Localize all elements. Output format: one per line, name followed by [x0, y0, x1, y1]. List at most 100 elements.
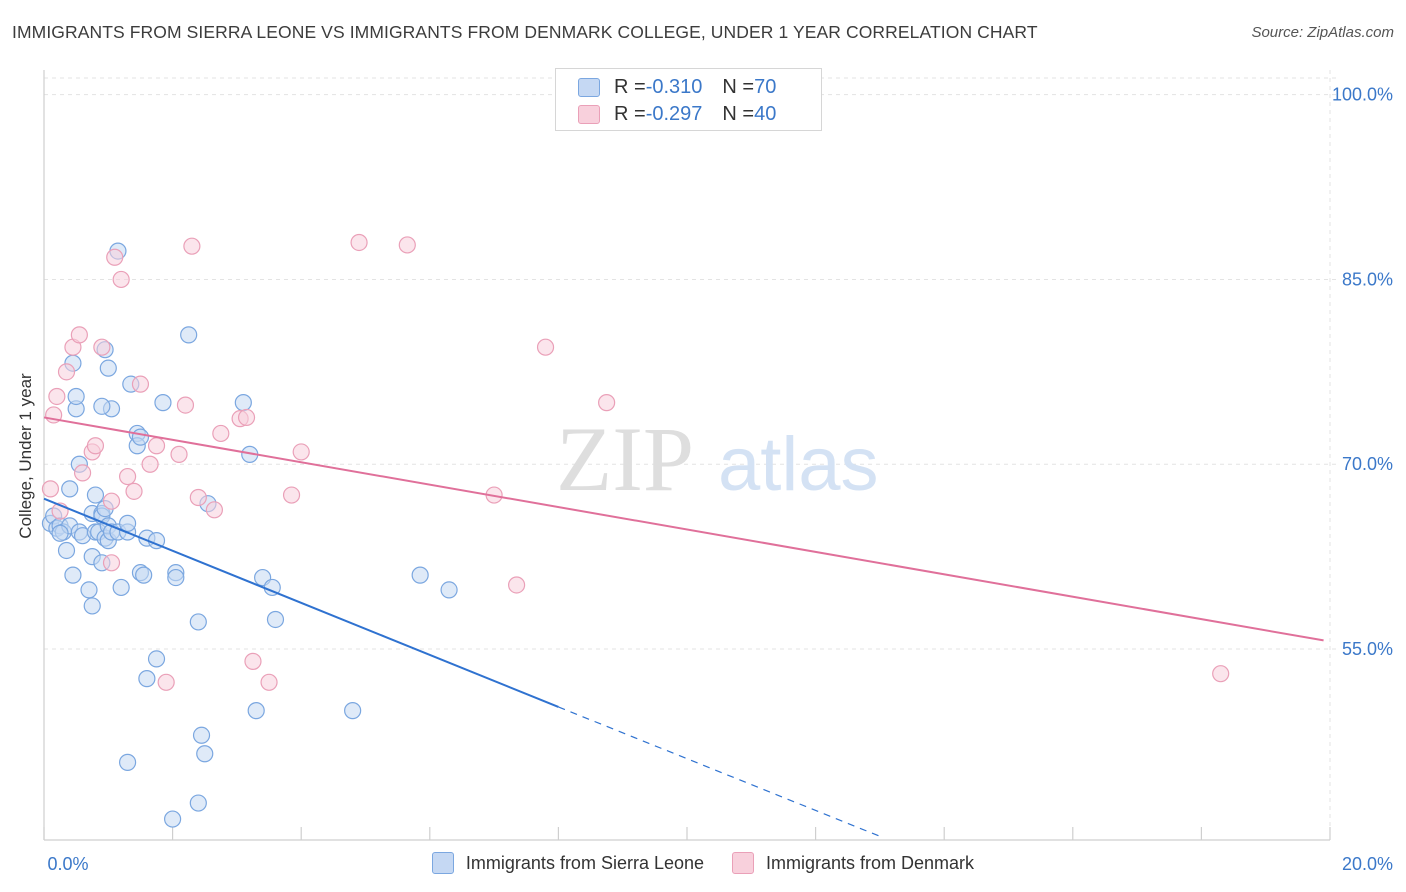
x-tick-label: 0.0% [47, 854, 88, 874]
trend-line-sierra-leone-extension [558, 706, 881, 837]
data-point [83, 597, 101, 615]
data-point [147, 650, 166, 668]
series-legend: Immigrants from Sierra Leone Immigrants … [0, 852, 1406, 874]
legend-r-label: R = [614, 102, 646, 125]
data-point [106, 248, 124, 266]
legend-swatch-pink [578, 104, 600, 124]
legend-label-denmark: Immigrants from Denmark [766, 852, 975, 873]
legend-row-denmark: R = -0.297 N = 40 [578, 102, 776, 126]
chart-title: IMMIGRANTS FROM SIERRA LEONE VS IMMIGRAN… [12, 22, 1038, 42]
y-tick-labels: 55.0% 70.0% 85.0% 100.0% [1332, 85, 1393, 659]
data-point [411, 566, 429, 584]
stats-legend: R = -0.310 N = 70 R = -0.297 N = 40 [555, 68, 822, 131]
trend-lines [43, 416, 1324, 837]
data-point [86, 437, 105, 455]
trend-line-denmark [43, 416, 1324, 642]
data-point [141, 455, 159, 473]
legend-swatch-blue [431, 852, 454, 874]
data-point [131, 428, 150, 446]
y-tick-label: 55.0% [1342, 639, 1393, 659]
data-point [118, 514, 137, 532]
data-point [118, 753, 137, 771]
data-point [189, 613, 207, 631]
data-point [598, 394, 616, 412]
data-point [1212, 665, 1230, 683]
data-point [93, 397, 111, 415]
data-point [266, 610, 285, 629]
data-point [536, 338, 555, 356]
data-point [102, 492, 121, 510]
data-point [73, 464, 92, 482]
data-point [234, 394, 252, 412]
data-point [138, 670, 156, 688]
legend-n-label: N = [722, 75, 755, 98]
data-point [57, 541, 76, 560]
data-point [135, 566, 153, 584]
data-point [247, 702, 265, 720]
legend-label-sierra-leone: Immigrants from Sierra Leone [465, 852, 705, 873]
data-point [205, 501, 223, 519]
data-point [118, 467, 137, 486]
data-point [61, 480, 79, 498]
legend-row-sierra-leone: R = -0.310 N = 70 [578, 75, 776, 99]
data-point [93, 338, 111, 356]
y-axis-label: College, Under 1 year [16, 373, 35, 539]
data-point [196, 745, 214, 763]
data-point [508, 576, 526, 594]
y-tick-label: 70.0% [1342, 454, 1393, 474]
data-point [260, 673, 278, 691]
data-point [282, 486, 301, 504]
legend-r-label: R = [614, 75, 646, 98]
legend-swatch-blue [578, 77, 600, 97]
data-point [102, 554, 121, 572]
legend-item-denmark[interactable]: Immigrants from Denmark [732, 852, 974, 874]
legend-item-sierra-leone[interactable]: Immigrants from Sierra Leone [431, 852, 705, 874]
data-point [86, 486, 105, 504]
data-point [189, 488, 207, 507]
data-point [99, 359, 117, 377]
data-point [70, 326, 88, 344]
data-point [131, 375, 150, 393]
legend-swatch-pink [732, 852, 755, 874]
data-point [350, 233, 368, 252]
watermark-zip: ZIP [556, 408, 694, 510]
legend-n-value: 70 [754, 75, 777, 98]
data-point [48, 387, 66, 406]
legend-r-value: -0.310 [645, 75, 703, 98]
axes [43, 70, 1331, 841]
data-point [292, 443, 310, 461]
legend-n-label: N = [722, 102, 755, 125]
series-denmark-points [41, 233, 1230, 691]
data-point [64, 566, 82, 584]
data-point [80, 581, 98, 599]
data-point [180, 326, 198, 344]
data-point [244, 652, 262, 670]
data-point [167, 568, 185, 587]
data-point [192, 726, 211, 744]
data-point [176, 396, 195, 414]
data-point [189, 794, 207, 812]
data-point [51, 524, 69, 542]
legend-r-value: -0.297 [645, 102, 703, 125]
data-point [183, 237, 201, 255]
y-tick-label: 85.0% [1342, 269, 1393, 289]
trend-line-sierra-leone [43, 497, 559, 708]
data-point [112, 270, 130, 289]
data-point [212, 424, 230, 443]
data-point [398, 236, 416, 254]
data-point [67, 387, 85, 406]
series-sierra-leone-points [41, 242, 458, 828]
data-point [154, 394, 172, 412]
data-point [41, 480, 60, 498]
data-point [237, 408, 256, 427]
watermark: ZIP atlas [556, 408, 879, 510]
data-point [344, 702, 362, 720]
data-point [112, 578, 130, 597]
data-point [57, 363, 76, 381]
data-point [147, 437, 166, 455]
source-label: Source: ZipAtlas.com [1251, 24, 1394, 41]
data-point [125, 482, 143, 500]
y-tick-label: 100.0% [1332, 85, 1393, 105]
x-tick-label: 20.0% [1342, 854, 1393, 874]
